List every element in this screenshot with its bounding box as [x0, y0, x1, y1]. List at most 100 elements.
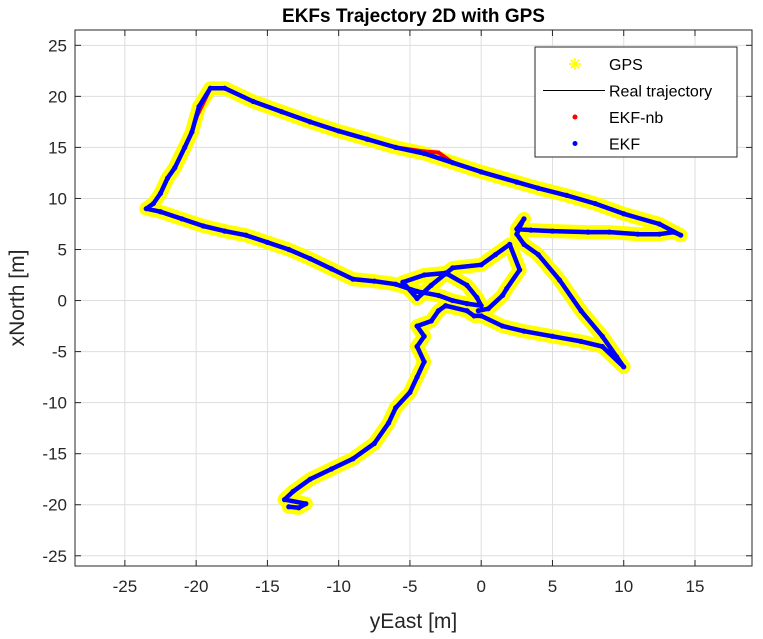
ekf-point [303, 501, 309, 507]
legend-dot-icon [572, 114, 578, 120]
ekf-point [535, 252, 541, 258]
ekf-point [671, 229, 677, 235]
ekf-point [196, 103, 202, 110]
ekf-point [499, 292, 506, 299]
y-tick-label: 5 [58, 241, 67, 260]
ekf-point [535, 185, 541, 191]
x-tick-label: -25 [113, 577, 138, 596]
ekf-point [371, 440, 377, 447]
x-tick-label: -10 [326, 577, 351, 596]
ekf-point [385, 420, 392, 426]
ekf-point [290, 488, 296, 495]
ekf-point [364, 136, 370, 142]
ekf-point [222, 85, 228, 91]
ekf-point [414, 343, 420, 350]
ekf-point [172, 165, 178, 171]
ekf-point [474, 294, 480, 301]
y-tick-label: -25 [42, 547, 67, 566]
chart-title: EKFs Trajectory 2D with GPS [282, 6, 545, 27]
ekf-point [328, 266, 335, 272]
ekf-point [421, 359, 427, 365]
y-tick-label: 10 [48, 189, 67, 208]
ekf-point [478, 169, 484, 175]
ekf-point [350, 276, 356, 282]
legend-box [534, 46, 738, 158]
ekf-point [499, 323, 506, 329]
ekf-point [143, 206, 149, 212]
ekf-point [556, 277, 563, 283]
ekf-point [200, 223, 206, 229]
y-tick-label: -10 [42, 394, 67, 413]
ekf-point [414, 295, 420, 302]
y-tick-label: 15 [48, 138, 67, 157]
legend-dot-icon [572, 141, 578, 146]
legend-label: Real trajectory [609, 84, 712, 101]
ekf-point [578, 308, 584, 314]
ekf-point [450, 297, 456, 304]
ekf-point [514, 231, 520, 237]
ekf-nb-point [436, 150, 441, 155]
ekf-point [514, 179, 520, 185]
ekf-point [428, 318, 434, 324]
ekf-point [599, 333, 605, 339]
ekf-point [264, 239, 271, 245]
ekf-point [400, 279, 406, 285]
ekf-point [250, 98, 256, 105]
ekf-point [286, 504, 292, 510]
ekf-point [585, 229, 591, 235]
ekf-point [414, 374, 420, 380]
ekf-point [450, 265, 456, 271]
ekf-point [621, 364, 627, 370]
ekf-point [421, 333, 427, 339]
ekf-point [371, 278, 377, 284]
ekf-point [578, 338, 584, 344]
ekf-point [165, 175, 171, 181]
ekf-point [150, 200, 156, 207]
ekf-point [307, 119, 313, 125]
ekf-point [157, 190, 164, 196]
legend-label: GPS [609, 57, 643, 74]
ekf-series [143, 85, 684, 511]
ekf-point [549, 333, 556, 339]
x-tick-label: 15 [686, 577, 705, 596]
ekf-point [442, 270, 449, 276]
x-tick-label: -5 [402, 577, 417, 596]
ekf-point [614, 354, 620, 360]
ekf-point [407, 389, 413, 396]
ekf-point [393, 405, 399, 411]
ekf-point [328, 466, 335, 472]
ekf-point [393, 144, 399, 151]
ekf-point [464, 308, 470, 314]
ekf-point [478, 303, 484, 309]
ekf-point [279, 109, 285, 115]
ekf-point [442, 303, 449, 309]
x-tick-label: 0 [476, 577, 485, 596]
ekf-point [621, 211, 627, 217]
ekf-point [296, 505, 302, 511]
legend-item: GPS [569, 57, 643, 74]
legend-label: EKF [609, 137, 640, 154]
ekf-point [478, 313, 484, 319]
ekf-point [485, 306, 491, 312]
ekf-point [507, 241, 513, 247]
ekf-point [222, 228, 228, 234]
y-tick-label: 20 [48, 87, 67, 106]
ekf-point [478, 262, 484, 268]
ekf-point [286, 246, 292, 253]
y-tick-label: -5 [52, 343, 67, 362]
y-axis-label: xNorth [m] [6, 250, 29, 347]
ekf-point [421, 150, 427, 157]
plot-series [139, 81, 688, 515]
ekf-point [656, 221, 662, 227]
ekf-point [189, 129, 195, 135]
ekf-point [393, 281, 399, 287]
ekf-point [475, 308, 481, 314]
x-tick-label: -20 [184, 577, 209, 596]
ekf-point [517, 267, 523, 273]
x-axis-label: yEast [m] [370, 610, 458, 633]
ekf-point [243, 232, 249, 238]
ekf-point [521, 241, 527, 247]
x-tick-label: 10 [614, 577, 633, 596]
y-tick-label: 25 [48, 36, 67, 55]
